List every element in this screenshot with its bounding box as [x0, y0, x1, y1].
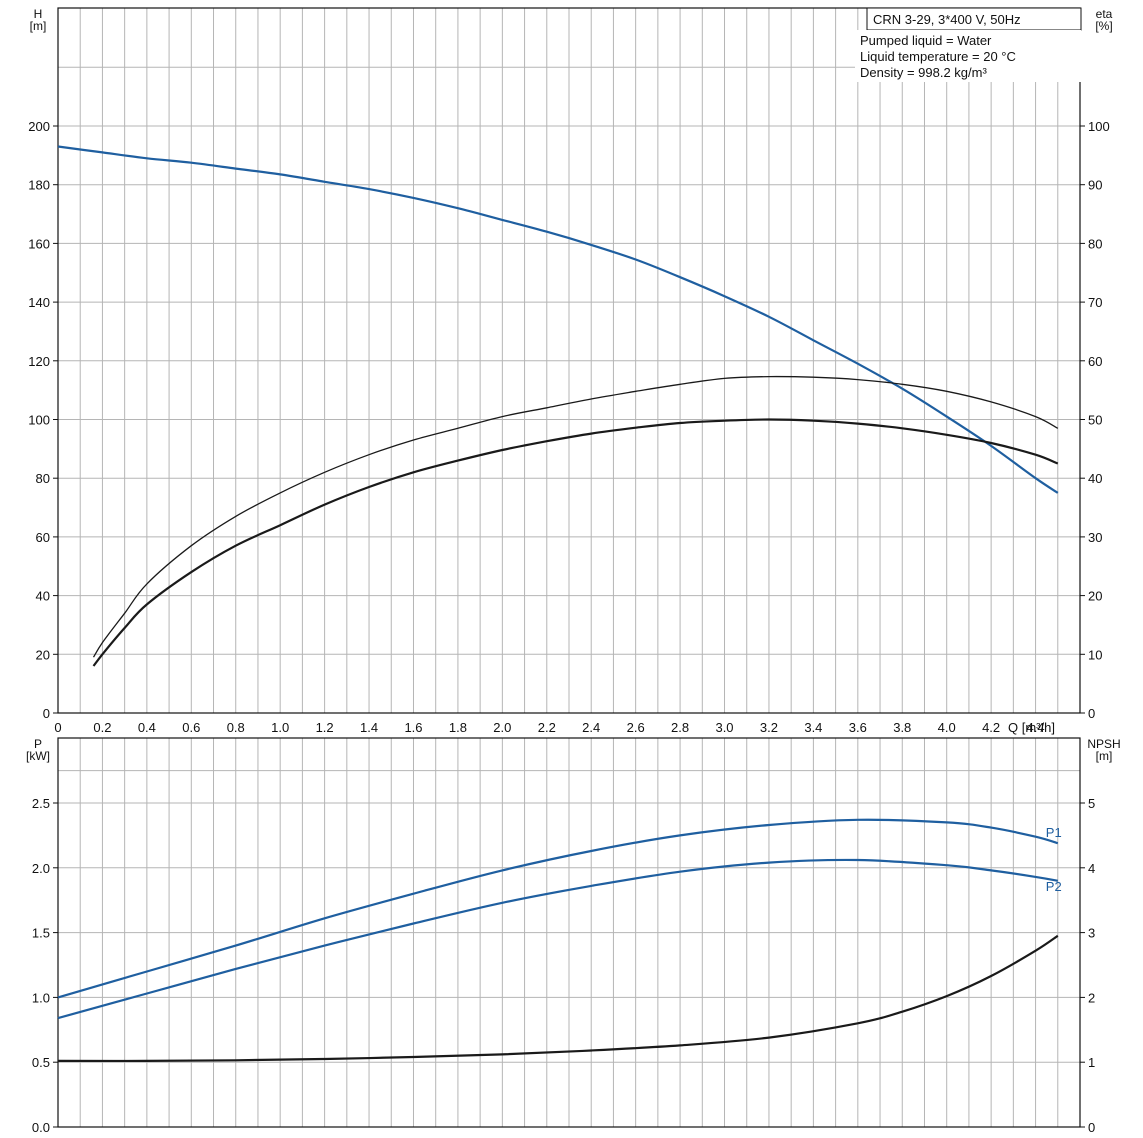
x-tick-label: 4.2 [982, 720, 1000, 735]
series-line-0-0 [57, 145, 1059, 494]
y-right-tick-label: 4 [1088, 861, 1095, 876]
x-tick-label: 3.2 [760, 720, 778, 735]
y-right-tick-label: 10 [1088, 647, 1102, 662]
plot-frames [53, 7, 1085, 1128]
y-right-tick-label: 5 [1088, 796, 1095, 811]
series-line-1-2 [57, 934, 1059, 1063]
y-right-axis-unit: [m] [1096, 749, 1113, 763]
y-right-tick-label: 30 [1088, 530, 1102, 545]
y-right-tick-label: 1 [1088, 1055, 1095, 1070]
y-right-tick-label: 3 [1088, 926, 1095, 941]
x-tick-label: 3.6 [849, 720, 867, 735]
y-right-tick-label: 40 [1088, 471, 1102, 486]
x-tick-label: 2.4 [582, 720, 600, 735]
label-layer: 0204060801001201401601802000102030405060… [26, 7, 1121, 1135]
x-tick-label: 2.8 [671, 720, 689, 735]
y-right-tick-label: 60 [1088, 354, 1102, 369]
y-right-tick-label: 80 [1088, 236, 1102, 251]
series-label-p2: P2 [1046, 879, 1062, 894]
series-label-p1: P1 [1046, 825, 1062, 840]
grid-layer [58, 8, 1080, 1127]
y-left-tick-label: 180 [28, 178, 50, 193]
info-box: CRN 3-29, 3*400 V, 50Hz Pumped liquid = … [855, 7, 1082, 82]
y-right-axis-label: eta [1096, 7, 1113, 21]
y-left-axis-label: H [34, 7, 43, 21]
y-left-tick-label: 120 [28, 354, 50, 369]
y-right-tick-label: 2 [1088, 990, 1095, 1005]
x-tick-label: 1.6 [404, 720, 422, 735]
x-tick-label: 4.0 [938, 720, 956, 735]
y-right-tick-label: 50 [1088, 413, 1102, 428]
y-left-tick-label: 80 [36, 471, 50, 486]
info-line-density: Density = 998.2 kg/m³ [860, 65, 987, 80]
chart-title: CRN 3-29, 3*400 V, 50Hz [873, 12, 1021, 27]
y-left-tick-label: 0.0 [32, 1120, 50, 1135]
y-left-axis-unit: [kW] [26, 749, 50, 763]
x-tick-label: 0.4 [138, 720, 156, 735]
y-left-tick-label: 0.5 [32, 1055, 50, 1070]
y-left-axis-label: P [34, 737, 42, 751]
y-left-tick-label: 60 [36, 530, 50, 545]
y-right-tick-label: 0 [1088, 706, 1095, 721]
y-left-tick-label: 100 [28, 413, 50, 428]
info-line-temperature: Liquid temperature = 20 °C [860, 49, 1016, 64]
x-axis-label: Q [m³/h] [1008, 720, 1055, 735]
y-left-tick-label: 200 [28, 119, 50, 134]
x-tick-label: 2.6 [627, 720, 645, 735]
y-right-tick-label: 70 [1088, 295, 1102, 310]
x-tick-label: 1.0 [271, 720, 289, 735]
y-left-tick-label: 160 [28, 236, 50, 251]
x-tick-label: 3.0 [715, 720, 733, 735]
x-tick-label: 0.8 [227, 720, 245, 735]
series-line-p2 [57, 858, 1059, 1020]
y-left-tick-label: 1.5 [32, 926, 50, 941]
y-left-axis-unit: [m] [30, 19, 47, 33]
y-right-tick-label: 90 [1088, 178, 1102, 193]
y-right-tick-label: 20 [1088, 589, 1102, 604]
x-tick-label: 3.4 [804, 720, 822, 735]
x-tick-label: 0.2 [93, 720, 111, 735]
y-left-tick-label: 20 [36, 647, 50, 662]
y-left-tick-label: 140 [28, 295, 50, 310]
x-tick-label: 1.8 [449, 720, 467, 735]
y-left-tick-label: 1.0 [32, 990, 50, 1005]
series-line-0-1 [92, 375, 1059, 658]
y-left-tick-label: 40 [36, 589, 50, 604]
y-right-axis-label: NPSH [1087, 737, 1120, 751]
info-line-liquid: Pumped liquid = Water [860, 33, 992, 48]
y-left-tick-label: 2.0 [32, 861, 50, 876]
x-tick-label: 1.2 [316, 720, 334, 735]
x-tick-label: 0.6 [182, 720, 200, 735]
series-line-p1 [57, 818, 1059, 999]
series-line-0-2 [92, 418, 1059, 667]
x-tick-label: 1.4 [360, 720, 378, 735]
y-right-axis-unit: [%] [1095, 19, 1112, 33]
y-right-tick-label: 0 [1088, 1120, 1095, 1135]
y-left-tick-label: 0 [43, 706, 50, 721]
x-tick-label: 0 [54, 720, 61, 735]
series-layer [57, 145, 1059, 1063]
y-right-tick-label: 100 [1088, 119, 1110, 134]
x-tick-label: 4.4 [1027, 720, 1045, 735]
x-tick-label: 2.0 [493, 720, 511, 735]
y-left-tick-label: 2.5 [32, 796, 50, 811]
x-tick-label: 2.2 [538, 720, 556, 735]
x-tick-label: 3.8 [893, 720, 911, 735]
